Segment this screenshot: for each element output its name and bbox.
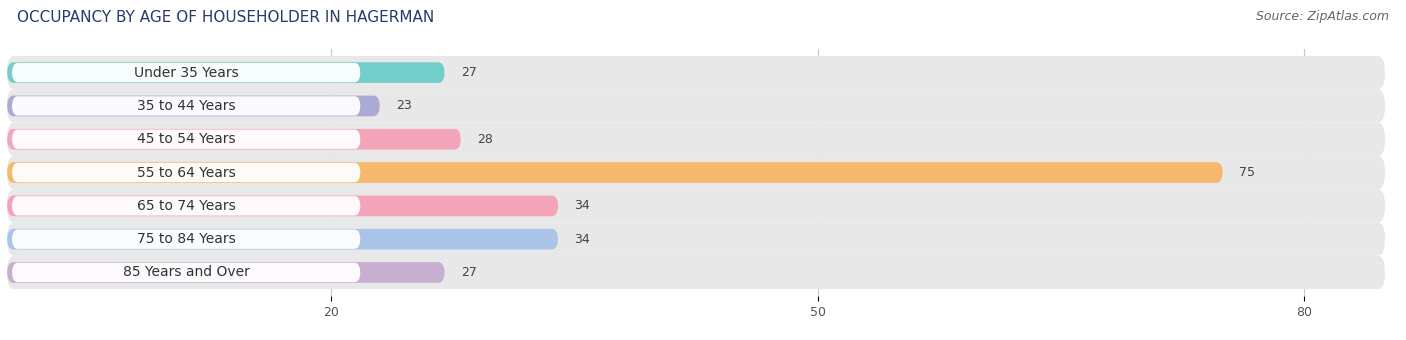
FancyBboxPatch shape [11, 96, 360, 116]
FancyBboxPatch shape [7, 62, 444, 83]
Text: 27: 27 [461, 66, 477, 79]
Text: 34: 34 [575, 233, 591, 246]
FancyBboxPatch shape [7, 156, 1385, 189]
FancyBboxPatch shape [11, 263, 360, 282]
Text: 55 to 64 Years: 55 to 64 Years [136, 166, 236, 180]
Text: 85 Years and Over: 85 Years and Over [122, 266, 250, 279]
FancyBboxPatch shape [7, 256, 1385, 289]
Text: 35 to 44 Years: 35 to 44 Years [136, 99, 235, 113]
FancyBboxPatch shape [7, 123, 1385, 156]
Text: OCCUPANCY BY AGE OF HOUSEHOLDER IN HAGERMAN: OCCUPANCY BY AGE OF HOUSEHOLDER IN HAGER… [17, 10, 434, 25]
FancyBboxPatch shape [7, 189, 1385, 222]
Text: 75: 75 [1239, 166, 1256, 179]
Text: 45 to 54 Years: 45 to 54 Years [136, 132, 235, 146]
FancyBboxPatch shape [7, 229, 558, 250]
FancyBboxPatch shape [11, 196, 360, 216]
Text: 75 to 84 Years: 75 to 84 Years [136, 232, 236, 246]
Text: 27: 27 [461, 266, 477, 279]
FancyBboxPatch shape [7, 89, 1385, 123]
FancyBboxPatch shape [11, 130, 360, 149]
FancyBboxPatch shape [11, 230, 360, 249]
FancyBboxPatch shape [11, 63, 360, 82]
Text: Source: ZipAtlas.com: Source: ZipAtlas.com [1256, 10, 1389, 23]
Text: 34: 34 [575, 199, 591, 212]
Text: 28: 28 [477, 133, 494, 146]
FancyBboxPatch shape [11, 163, 360, 182]
FancyBboxPatch shape [7, 96, 380, 116]
Text: Under 35 Years: Under 35 Years [134, 66, 239, 80]
FancyBboxPatch shape [7, 262, 444, 283]
Text: 65 to 74 Years: 65 to 74 Years [136, 199, 236, 213]
FancyBboxPatch shape [7, 129, 461, 150]
FancyBboxPatch shape [7, 222, 1385, 256]
FancyBboxPatch shape [7, 195, 558, 216]
Text: 23: 23 [396, 99, 412, 113]
FancyBboxPatch shape [7, 162, 1223, 183]
FancyBboxPatch shape [7, 56, 1385, 89]
